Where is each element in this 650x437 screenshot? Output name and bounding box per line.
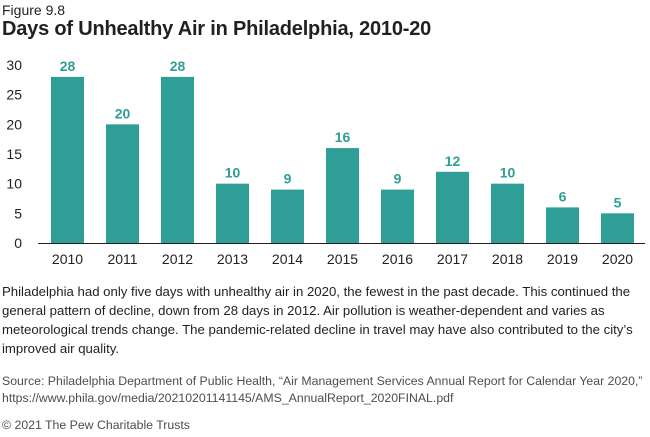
x-tick-label: 2012: [162, 251, 193, 267]
bar-2017: [436, 171, 469, 243]
data-label-2020: 5: [614, 194, 622, 210]
x-tick-label: 2018: [492, 251, 523, 267]
y-tick-label: 15: [6, 146, 22, 162]
x-tick-label: 2017: [437, 251, 468, 267]
x-axis: 2010 2011 2012 2013 2014 2015 2016 2017 2018 2019…: [38, 243, 645, 267]
bar-2015: [326, 148, 359, 243]
data-label-2013: 10: [225, 165, 241, 181]
bar-2018: [491, 183, 524, 243]
bar-2014: [271, 189, 304, 243]
bar-2012: [161, 76, 194, 243]
x-tick-label: 2019: [547, 251, 578, 267]
x-tick-label: 2011: [107, 251, 137, 267]
y-tick-label: 0: [14, 235, 22, 251]
y-tick-label: 20: [6, 116, 22, 132]
bar-chart: 0 5 10 15 20 25 30 28 20 28 10 9 16 9 12 10 6 5 2010 2011…: [6, 57, 645, 267]
y-tick-label: 10: [6, 176, 22, 192]
chart-title: Days of Unhealthy Air in Philadelphia, 2…: [2, 18, 432, 40]
y-tick-label: 30: [6, 57, 22, 73]
bar-2020: [601, 213, 634, 243]
data-label-2018: 10: [500, 165, 516, 181]
data-label-2014: 9: [284, 171, 292, 187]
y-axis: 0 5 10 15 20 25 30: [6, 57, 22, 251]
bars: 28 20 28 10 9 16 9 12 10 6 5: [51, 58, 634, 243]
data-label-2019: 6: [559, 188, 567, 204]
y-tick-label: 5: [14, 205, 22, 221]
bar-2010: [51, 76, 84, 243]
bar-2016: [381, 189, 414, 243]
bar-2011: [106, 124, 139, 243]
data-label-2010: 28: [60, 58, 76, 74]
data-label-2015: 16: [335, 129, 351, 145]
figure-label: Figure 9.8: [2, 2, 66, 18]
copyright: © 2021 The Pew Charitable Trusts: [2, 418, 190, 432]
chart-caption: Philadelphia had only five days with unh…: [2, 284, 633, 356]
x-tick-label: 2020: [602, 251, 633, 267]
y-tick-label: 25: [6, 87, 22, 103]
data-label-2012: 28: [170, 58, 186, 74]
x-tick-label: 2016: [382, 251, 413, 267]
source-note: Source: Philadelphia Department of Publi…: [2, 374, 643, 405]
bar-2019: [546, 207, 579, 243]
x-tick-label: 2014: [272, 251, 303, 267]
x-tick-label: 2013: [217, 251, 248, 267]
data-label-2016: 9: [394, 171, 402, 187]
x-tick-label: 2015: [327, 251, 358, 267]
data-label-2011: 20: [115, 105, 131, 121]
data-label-2017: 12: [445, 153, 461, 169]
x-tick-label: 2010: [52, 251, 83, 267]
bar-2013: [216, 183, 249, 243]
